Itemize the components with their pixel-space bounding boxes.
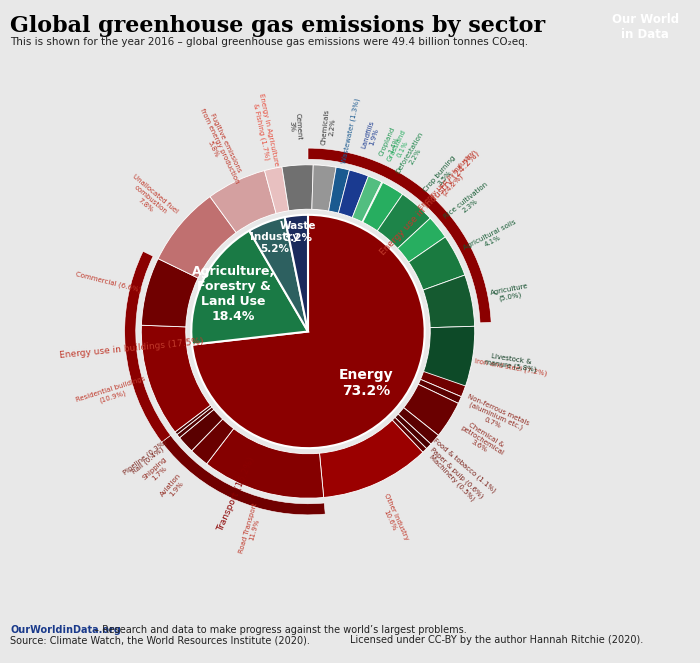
Wedge shape: [319, 420, 423, 497]
Text: Transport (16.2%): Transport (16.2%): [216, 455, 257, 533]
Wedge shape: [377, 194, 430, 249]
Text: Deforestation
2.2%: Deforestation 2.2%: [395, 131, 430, 178]
Wedge shape: [191, 231, 308, 345]
Wedge shape: [421, 323, 475, 396]
Text: Wastewater (1.3%): Wastewater (1.3%): [341, 97, 361, 164]
Text: – Research and data to make progress against the world’s largest problems.: – Research and data to make progress aga…: [91, 625, 467, 634]
Text: Waste
3.2%: Waste 3.2%: [280, 221, 316, 243]
Wedge shape: [249, 217, 308, 332]
Text: Agricultural soils
4.1%: Agricultural soils 4.1%: [462, 218, 520, 257]
Wedge shape: [282, 165, 313, 211]
Wedge shape: [192, 419, 234, 464]
Wedge shape: [398, 218, 445, 262]
Text: Energy in Agriculture
& Fishing (1.7%): Energy in Agriculture & Fishing (1.7%): [251, 93, 279, 168]
Wedge shape: [338, 170, 368, 217]
Text: Rail (0.4%): Rail (0.4%): [131, 446, 165, 475]
Wedge shape: [363, 182, 402, 231]
Text: Machinery (0.5%): Machinery (0.5%): [428, 454, 476, 503]
Text: Source: Climate Watch, the World Resources Institute (2020).: Source: Climate Watch, the World Resourc…: [10, 635, 310, 645]
Wedge shape: [352, 176, 382, 222]
Wedge shape: [192, 215, 425, 448]
Text: Shipping
1.7%: Shipping 1.7%: [141, 455, 172, 486]
Wedge shape: [409, 237, 465, 290]
Text: Chemicals
2.2%: Chemicals 2.2%: [321, 108, 337, 145]
Text: Energy use in Industry
(24.2%): Energy use in Industry (24.2%): [418, 149, 482, 215]
Text: Landfills
1.9%: Landfills 1.9%: [360, 120, 382, 152]
Text: Our World
in Data: Our World in Data: [612, 13, 679, 41]
Text: Unallocated fuel
combustion
7.8%: Unallocated fuel combustion 7.8%: [122, 174, 178, 225]
Text: Chemical &
petrochemical
3.6%: Chemical & petrochemical 3.6%: [456, 419, 509, 462]
Text: Other industry
10.6%: Other industry 10.6%: [377, 493, 410, 544]
Wedge shape: [177, 407, 214, 438]
Text: Iron and steel (7.2%): Iron and steel (7.2%): [474, 358, 547, 377]
Text: Energy
73.2%: Energy 73.2%: [339, 368, 393, 398]
Wedge shape: [162, 436, 326, 515]
Wedge shape: [175, 405, 212, 434]
Text: Energy use in Industry (24.2%): Energy use in Industry (24.2%): [379, 149, 482, 257]
Text: Crop burning
3.5%: Crop burning 3.5%: [423, 154, 462, 198]
Wedge shape: [141, 326, 211, 432]
Text: Food & tobacco (1.1%): Food & tobacco (1.1%): [432, 437, 497, 493]
Text: Residential buildings
(10.9%): Residential buildings (10.9%): [76, 376, 148, 410]
Text: Global greenhouse gas emissions by sector: Global greenhouse gas emissions by secto…: [10, 15, 545, 36]
Wedge shape: [404, 385, 458, 436]
Text: Grassland
0.1%: Grassland 0.1%: [386, 129, 413, 166]
Text: Commercial (6.6%): Commercial (6.6%): [75, 271, 142, 293]
Wedge shape: [285, 215, 308, 332]
Text: OurWorldinData.org: OurWorldinData.org: [10, 625, 121, 634]
Text: Cropland
1.4%: Cropland 1.4%: [379, 127, 403, 160]
Text: Pipeline (0.3%): Pipeline (0.3%): [122, 438, 168, 476]
Wedge shape: [125, 251, 171, 442]
Wedge shape: [423, 275, 475, 328]
Wedge shape: [424, 326, 475, 386]
Wedge shape: [398, 408, 438, 444]
Wedge shape: [308, 148, 491, 323]
Text: Rice cultivation
2.3%: Rice cultivation 2.3%: [443, 181, 494, 225]
Text: Road Transport
11.9%: Road Transport 11.9%: [238, 502, 265, 556]
Text: Fugitive emissions
from energy production
5.8%: Fugitive emissions from energy productio…: [193, 105, 246, 188]
Text: Energy use in buildings (17.5%): Energy use in buildings (17.5%): [59, 337, 204, 360]
Wedge shape: [312, 165, 336, 211]
Text: This is shown for the year 2016 – global greenhouse gas emissions were 49.4 bill: This is shown for the year 2016 – global…: [10, 37, 528, 47]
Text: Agriculture,
Forestry &
Land Use
18.4%: Agriculture, Forestry & Land Use 18.4%: [192, 265, 275, 323]
Text: Aviation
1.9%: Aviation 1.9%: [160, 472, 188, 502]
Wedge shape: [328, 167, 349, 213]
Wedge shape: [265, 167, 289, 213]
Wedge shape: [210, 170, 276, 233]
Wedge shape: [419, 379, 461, 403]
Wedge shape: [395, 414, 431, 449]
Text: Non-ferrous metals
(aluminium etc.)
0.7%: Non-ferrous metals (aluminium etc.) 0.7%: [461, 393, 530, 439]
Text: Agriculture
(5.0%): Agriculture (5.0%): [490, 282, 530, 303]
Wedge shape: [141, 259, 198, 327]
Text: Cement
3%: Cement 3%: [288, 112, 302, 141]
Text: Industry
5.2%: Industry 5.2%: [250, 233, 299, 254]
Text: Licensed under CC-BY by the author Hannah Ritchie (2020).: Licensed under CC-BY by the author Hanna…: [350, 635, 643, 645]
Wedge shape: [362, 182, 383, 222]
Wedge shape: [308, 165, 475, 326]
Wedge shape: [392, 418, 426, 452]
Text: Livestock &
manure (5.8%): Livestock & manure (5.8%): [484, 352, 538, 373]
Wedge shape: [158, 197, 236, 278]
Text: Paper & pulp (0.6%): Paper & pulp (0.6%): [429, 447, 484, 500]
Wedge shape: [180, 410, 223, 451]
Wedge shape: [206, 428, 323, 498]
